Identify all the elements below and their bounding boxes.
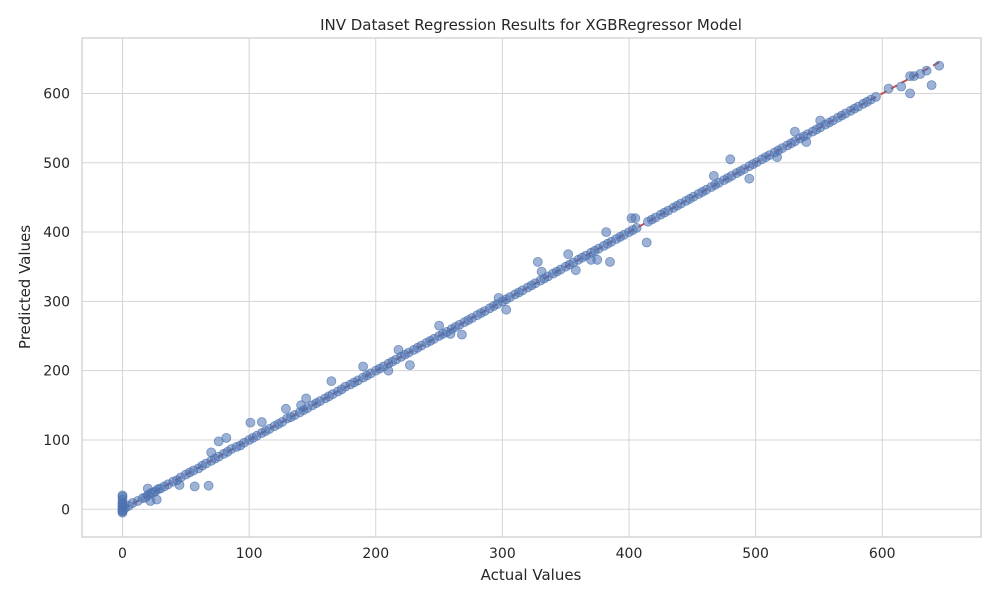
data-point	[493, 292, 504, 303]
data-point	[256, 417, 267, 427]
data-point	[174, 480, 185, 490]
x-tick-label: 300	[489, 546, 516, 562]
data-point	[905, 88, 915, 99]
data-point	[393, 344, 404, 355]
x-axis-ticks: 0 100 200 300 400 500 600	[118, 546, 896, 562]
data-point	[570, 265, 581, 276]
data-point	[641, 237, 652, 248]
data-point	[383, 365, 394, 376]
grid	[82, 38, 981, 537]
data-point	[326, 376, 337, 387]
y-tick-label: 400	[43, 225, 70, 241]
data-point	[605, 256, 615, 267]
data-point	[532, 256, 543, 267]
data-point	[434, 320, 445, 331]
data-point	[592, 254, 603, 265]
data-point	[151, 494, 162, 505]
data-point	[203, 480, 214, 491]
data-point	[445, 328, 456, 339]
x-tick-label: 0	[118, 546, 127, 562]
data-point	[926, 80, 937, 90]
data-point	[117, 491, 128, 502]
data-point	[358, 361, 369, 372]
data-point	[296, 400, 307, 411]
data-point	[921, 65, 932, 76]
chart-title: INV Dataset Regression Results for XGBRe…	[320, 16, 742, 34]
data-point	[725, 154, 736, 165]
data-point	[896, 81, 907, 92]
data-point	[772, 152, 782, 163]
x-tick-label: 200	[362, 546, 389, 562]
data-point	[206, 447, 217, 458]
data-point	[801, 137, 812, 147]
y-tick-label: 500	[43, 156, 70, 172]
x-tick-label: 100	[236, 546, 263, 562]
data-point	[871, 92, 881, 102]
data-point	[631, 222, 642, 233]
data-point	[708, 170, 719, 181]
x-tick-label: 400	[616, 546, 643, 562]
y-axis-ticks: 0 100 200 300 400 500 600	[43, 86, 70, 518]
y-tick-label: 300	[43, 294, 70, 310]
y-axis-label: Predicted Values	[16, 225, 34, 349]
data-point	[563, 249, 574, 260]
data-point	[189, 481, 200, 492]
data-point	[790, 126, 800, 137]
data-point	[245, 417, 256, 428]
x-axis-label: Actual Values	[481, 566, 582, 584]
y-tick-label: 0	[61, 502, 70, 518]
data-point	[815, 115, 826, 126]
data-point	[883, 83, 894, 94]
x-tick-label: 500	[742, 546, 769, 562]
y-tick-label: 200	[43, 364, 70, 380]
data-point	[630, 213, 641, 224]
data-point	[934, 60, 945, 71]
y-tick-label: 600	[43, 86, 70, 102]
data-point	[744, 173, 755, 184]
data-point	[221, 432, 232, 443]
data-point	[456, 329, 467, 340]
points-layer	[117, 60, 945, 518]
plot-frame	[81, 37, 982, 538]
data-point	[601, 227, 612, 238]
data-point	[280, 403, 291, 414]
data-point	[301, 393, 312, 404]
data-point	[404, 360, 415, 371]
y-tick-label: 100	[43, 433, 70, 449]
data-point	[142, 483, 153, 494]
data-point	[501, 304, 512, 315]
data-point	[536, 266, 547, 277]
x-tick-label: 600	[869, 546, 896, 562]
